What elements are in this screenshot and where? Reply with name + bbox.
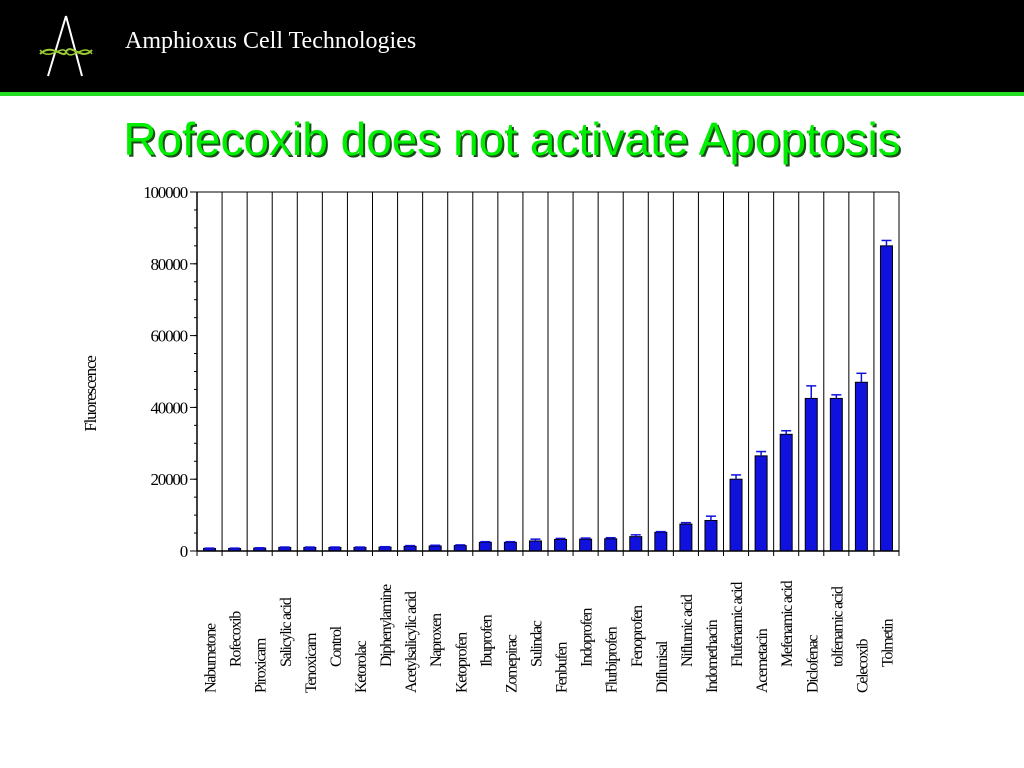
x-tick-label: Indomethacin [704, 619, 721, 693]
amphioxus-logo-icon [39, 15, 93, 77]
bar [604, 538, 618, 552]
header-divider [0, 92, 1024, 96]
x-tick-label: Naproxen [428, 613, 445, 667]
y-axis-label: Fluorescence [81, 356, 100, 432]
bar [528, 540, 542, 552]
bar [804, 397, 818, 552]
x-tick-label: Fenoprofen [629, 605, 646, 667]
bar [779, 433, 793, 552]
x-tick-label: Fenbufen [554, 642, 571, 693]
x-tick-label: Acetylsalicylic acid [403, 591, 420, 693]
x-tick-label: Flurbiprofen [604, 626, 621, 693]
bar [729, 478, 743, 552]
x-tick-label: Diphenylamine [378, 584, 395, 667]
x-tick-label: Flufenamic acid [729, 582, 746, 667]
x-tick-label: Acemetacin [754, 628, 771, 693]
bar [854, 381, 868, 552]
x-tick-label: Piroxicam [253, 637, 270, 693]
x-tick-label: Zomepirac [503, 634, 520, 693]
x-tick-label: Rofecoxib [228, 611, 245, 667]
x-tick-label: Celecoxib [854, 639, 871, 693]
y-tick-label: 40000 [150, 398, 187, 417]
y-tick-label: 80000 [150, 255, 187, 274]
x-tick-label: Tenoxicam [303, 632, 320, 693]
bar [829, 397, 843, 552]
x-tick-label: Salicylic acid [278, 597, 295, 667]
bar [428, 545, 442, 552]
x-tick-label: Control [328, 625, 345, 667]
bar [554, 539, 568, 552]
bar [478, 541, 492, 552]
company-name: Amphioxus Cell Technologies [125, 28, 417, 54]
bar [579, 538, 593, 552]
x-tick-label: Niflumic acid [679, 594, 696, 667]
x-tick-label: Mefenamic acid [779, 580, 796, 667]
bar-series [203, 239, 893, 552]
y-tick-label: 20000 [150, 470, 187, 489]
slide-title: Rofecoxib does not activate Apoptosis [123, 113, 901, 165]
x-axis-tick-labels: Nabumetone Rofecoxib Piroxicam Salicylic ac… [203, 580, 897, 693]
x-tick-label: Ketoprofen [453, 632, 470, 693]
bar [453, 545, 467, 552]
x-tick-label: Diclofenac [804, 635, 821, 693]
bar [654, 531, 668, 552]
y-axis-ticks: 0 20000 40000 60000 80000 100000 [143, 183, 197, 561]
x-tick-label: Diflunisal [654, 640, 671, 693]
bar [503, 541, 517, 552]
bar [704, 519, 718, 552]
x-tick-label: Ibuprofen [478, 614, 495, 667]
bar [879, 245, 893, 552]
bar [679, 523, 693, 552]
x-tick-label: Nabumetone [203, 623, 220, 693]
x-tick-label: Sulindac [528, 620, 545, 667]
x-tick-label: Ketorolac [353, 640, 370, 693]
bar [754, 455, 768, 552]
y-tick-label: 0 [180, 542, 188, 561]
x-tick-label: Tolmetin [879, 619, 896, 667]
category-grid [221, 192, 875, 551]
bar [629, 536, 643, 552]
y-tick-label: 60000 [150, 327, 187, 346]
x-tick-label: Indoprofen [579, 608, 596, 667]
x-tick-label: tolfenamic acid [829, 586, 846, 667]
header-bar: Amphioxus Cell Technologies [0, 0, 1024, 92]
y-tick-label: 100000 [143, 183, 188, 202]
